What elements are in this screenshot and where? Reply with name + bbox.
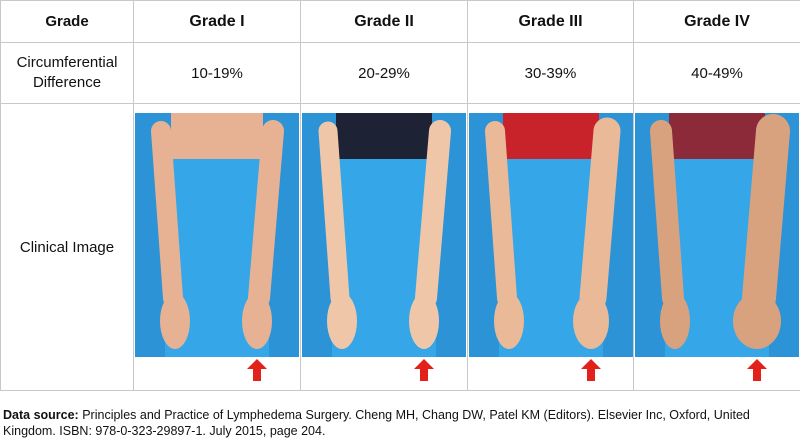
- red-arrow: [414, 359, 434, 381]
- left-arm: [650, 120, 684, 309]
- shirt: [502, 113, 599, 163]
- right-arm: [742, 114, 790, 315]
- left-hand: [493, 293, 524, 349]
- header-cell: Grade III: [467, 0, 634, 43]
- header-cell: Grade I: [133, 0, 301, 43]
- row: Circumferential Difference 10-19% 20-29%…: [0, 42, 800, 104]
- clinical-photo: [635, 113, 799, 357]
- cell: 10-19%: [133, 42, 301, 104]
- shirt: [336, 113, 432, 163]
- arrow-shape: [247, 359, 267, 381]
- left-hand: [660, 293, 690, 349]
- clinical-photo: [302, 113, 466, 357]
- image-cell: [133, 103, 301, 391]
- right-arm: [579, 117, 620, 312]
- red-arrow: [747, 359, 767, 381]
- shirt: [169, 143, 265, 163]
- header-cell: Grade II: [300, 0, 468, 43]
- right-hand: [733, 293, 781, 349]
- grade-table: Grade Grade I Grade II Grade III Grade I…: [0, 0, 800, 391]
- arrow-shape: [580, 359, 601, 381]
- caption-text: Principles and Practice of Lymphedema Su…: [3, 408, 750, 438]
- cell: 20-29%: [300, 42, 468, 104]
- right-hand: [409, 293, 439, 349]
- left-arm: [318, 121, 350, 308]
- clinical-photo: [468, 113, 633, 357]
- arrow-shape: [747, 359, 767, 381]
- cell: 30-39%: [467, 42, 634, 104]
- image-cell: [300, 103, 468, 391]
- image-cell: [467, 103, 634, 391]
- red-arrow: [247, 359, 267, 381]
- right-arm: [248, 120, 284, 309]
- header-cell: Grade IV: [633, 0, 800, 43]
- clinical-photo: [135, 113, 299, 357]
- right-hand: [242, 293, 272, 349]
- left-hand: [327, 293, 357, 349]
- header-cell: Grade: [0, 0, 134, 43]
- left-hand: [160, 293, 190, 349]
- shirt: [669, 113, 765, 163]
- header-row: Grade Grade I Grade II Grade III Grade I…: [0, 0, 800, 43]
- left-arm: [151, 121, 183, 308]
- caption-label: Data source:: [3, 408, 79, 422]
- image-cell: [633, 103, 800, 391]
- right-arm: [415, 120, 451, 309]
- red-arrow: [580, 359, 601, 381]
- caption: Data source: Principles and Practice of …: [3, 407, 793, 439]
- left-arm: [484, 121, 517, 308]
- right-hand: [572, 293, 609, 349]
- row: Clinical Image: [0, 103, 800, 391]
- cell: Circumferential Difference: [0, 42, 134, 104]
- cell: 40-49%: [633, 42, 800, 104]
- arrow-shape: [414, 359, 434, 381]
- cell: Clinical Image: [0, 103, 134, 391]
- row-label: Circumferential Difference: [16, 54, 118, 91]
